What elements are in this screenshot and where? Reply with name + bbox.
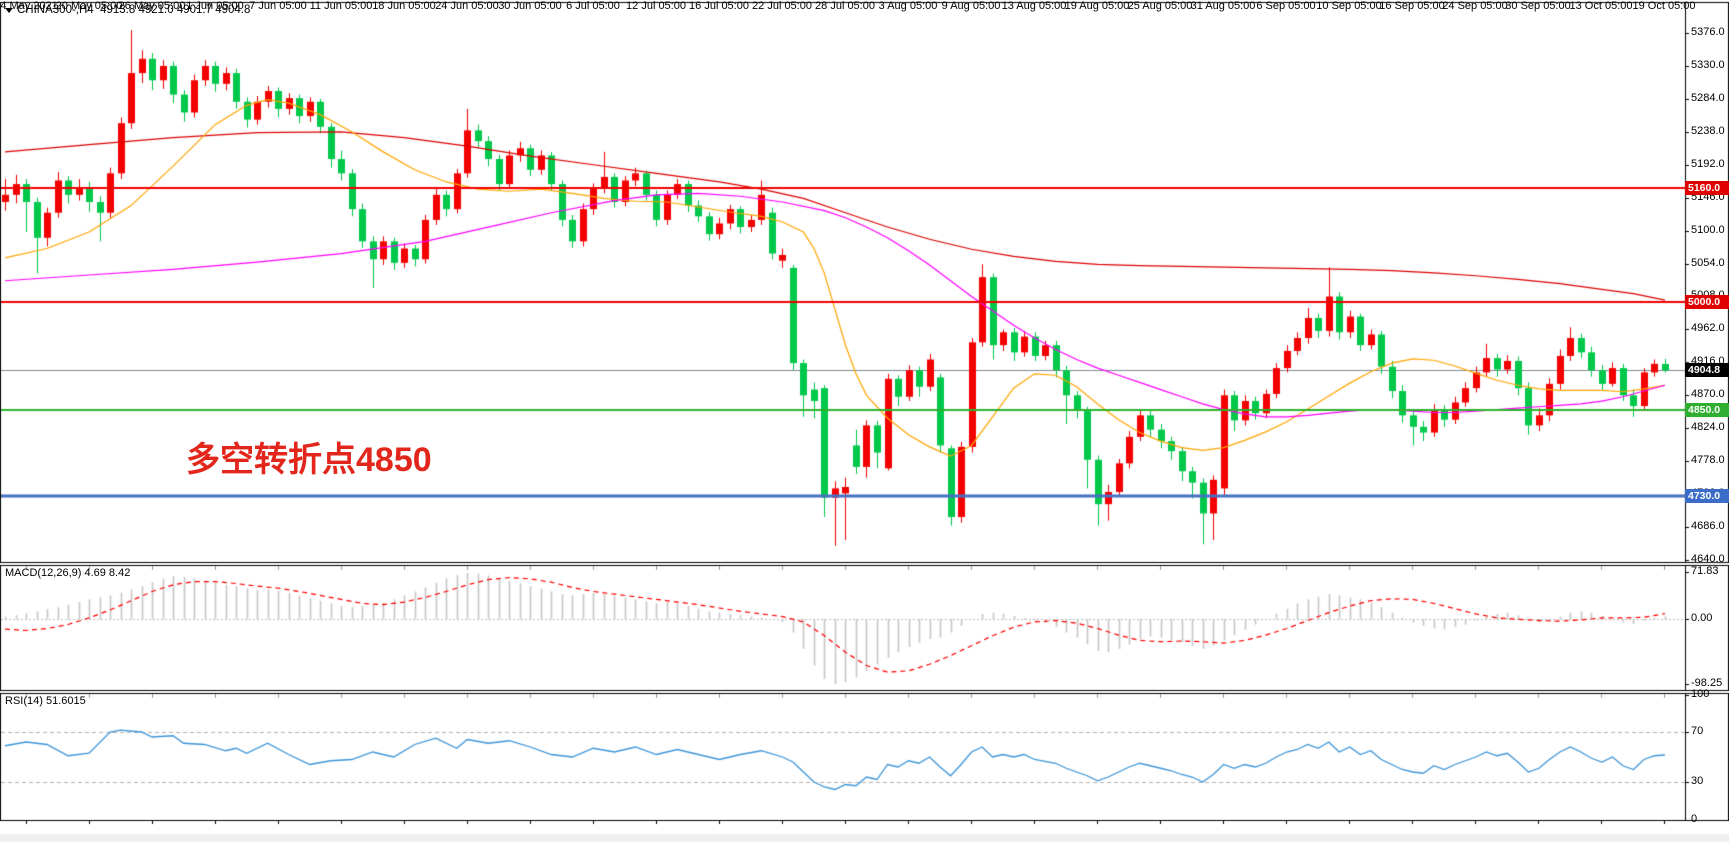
price-badge-4904.8: 4904.8 [1685,363,1729,377]
date-label: 18 Jun 05:00 [372,0,436,12]
date-label: 16 Jul 05:00 [689,0,749,12]
date-label: 1 Jun 05:00 [186,0,244,12]
price-axis-tick: 5284.0 [1691,92,1725,104]
date-label: 22 Jul 05:00 [752,0,812,12]
symbol-dropdown-arrow-icon[interactable] [5,8,13,13]
date-label: 13 Aug 05:00 [1001,0,1067,12]
date-label: 11 Jun 05:00 [309,0,373,12]
bottom-scrollbar-strip[interactable] [0,834,1729,842]
symbol-ohlc-values: 4913.8 4921.0 4901.7 4904.8 [100,4,251,16]
date-label: 13 Oct 05:00 [1569,0,1633,12]
price-axis-tick: 5192.0 [1691,158,1725,170]
date-label: 25 Aug 05:00 [1127,0,1193,12]
price-axis-tick: 5376.0 [1691,26,1725,38]
date-label: 3 Aug 05:00 [878,0,938,12]
price-axis-tick: 5100.0 [1691,224,1725,236]
price-axis-tick: 5330.0 [1691,59,1725,71]
price-axis-tick: 4640.0 [1691,553,1725,565]
rsi-axis-tick: 100 [1691,688,1710,700]
rsi-indicator-label: RSI(14) 51.6015 [5,695,86,707]
price-badge-5000.0: 5000.0 [1685,295,1729,309]
date-label: 14 May 2021 [0,0,58,12]
date-label: 20 May 05:00 [55,0,123,12]
price-axis-tick: 4778.0 [1691,454,1725,466]
macd-indicator-label: MACD(12,26,9) 4.69 8.42 [5,567,131,579]
date-label: 28 Jul 05:00 [815,0,875,12]
price-badge-4730.0: 4730.0 [1685,489,1729,503]
price-badge-5160.0: 5160.0 [1685,181,1729,195]
date-label: 6 Sep 05:00 [1256,0,1316,12]
date-label: 24 Sep 05:00 [1442,0,1508,12]
date-label: 10 Sep 05:00 [1316,0,1382,12]
symbol-title: CHINA300-,H4 4913.8 4921.0 4901.7 4904.8 [17,4,250,16]
price-axis-tick: 4824.0 [1691,421,1725,433]
date-label: 30 Jun 05:00 [498,0,562,12]
price-axis-tick: 5054.0 [1691,257,1725,269]
date-label: 9 Aug 05:00 [941,0,1001,12]
date-label: 24 Jun 05:00 [435,0,499,12]
price-axis-tick: 4962.0 [1691,322,1725,334]
price-axis-tick: 4870.0 [1691,388,1725,400]
date-label: 6 Jul 05:00 [566,0,620,12]
rsi-axis-tick: 30 [1691,775,1704,787]
date-label: 19 Aug 05:00 [1064,0,1130,12]
annotation-text: 多空转折点4850 [186,441,432,479]
price-axis-tick: 5238.0 [1691,125,1725,137]
date-label: 16 Sep 05:00 [1379,0,1445,12]
date-label: 30 Sep 05:00 [1505,0,1571,12]
macd-axis-tick: 71.83 [1691,565,1719,577]
date-label: 26 May 05:00 [118,0,186,12]
rsi-axis-tick: 70 [1691,725,1704,737]
symbol-name: CHINA300-,H4 [17,4,94,16]
date-label: 19 Oct 05:00 [1632,0,1696,12]
price-badge-4850.0: 4850.0 [1685,403,1729,417]
date-label: 12 Jul 05:00 [626,0,686,12]
price-axis-tick: 4686.0 [1691,520,1725,532]
date-label: 7 Jun 05:00 [249,0,307,12]
rsi-axis-tick: 0 [1691,813,1698,825]
macd-axis-tick: 0.00 [1691,612,1713,624]
date-label: 31 Aug 05:00 [1190,0,1256,12]
macd-axis-tick: -98.25 [1691,677,1723,689]
